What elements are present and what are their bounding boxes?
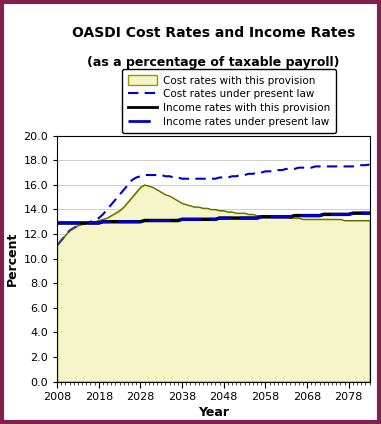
Text: (as a percentage of taxable payroll): (as a percentage of taxable payroll) (87, 56, 339, 69)
Y-axis label: Percent: Percent (6, 232, 19, 286)
X-axis label: Year: Year (198, 406, 229, 419)
Text: OASDI Cost Rates and Income Rates: OASDI Cost Rates and Income Rates (72, 26, 355, 40)
Legend: Cost rates with this provision, Cost rates under present law, Income rates with : Cost rates with this provision, Cost rat… (122, 69, 336, 134)
